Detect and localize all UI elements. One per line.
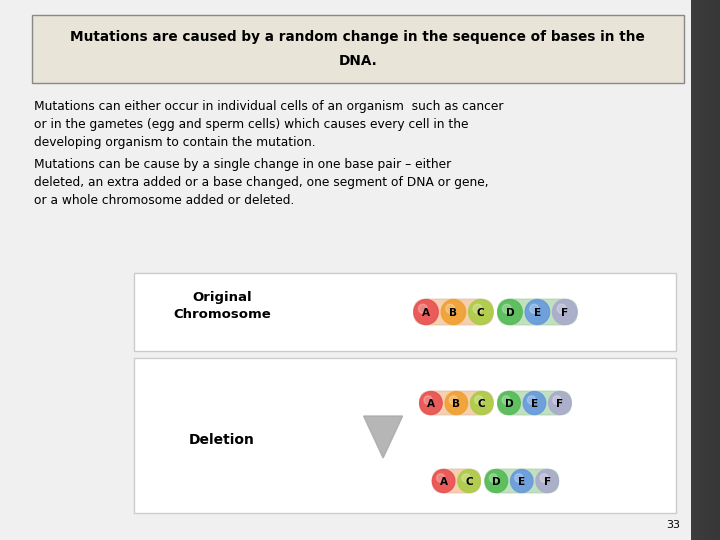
FancyBboxPatch shape xyxy=(696,0,698,540)
FancyBboxPatch shape xyxy=(716,0,717,540)
FancyBboxPatch shape xyxy=(134,358,676,513)
Circle shape xyxy=(523,392,546,415)
Text: B: B xyxy=(452,399,460,409)
Text: F: F xyxy=(544,477,551,487)
Circle shape xyxy=(469,300,493,325)
Circle shape xyxy=(510,469,533,492)
Circle shape xyxy=(420,392,442,415)
Circle shape xyxy=(540,474,549,482)
Text: 33: 33 xyxy=(666,520,680,530)
Circle shape xyxy=(528,396,536,404)
Circle shape xyxy=(462,474,470,482)
FancyBboxPatch shape xyxy=(32,15,684,83)
FancyBboxPatch shape xyxy=(698,0,700,540)
FancyBboxPatch shape xyxy=(711,0,712,540)
Text: E: E xyxy=(534,308,541,318)
Circle shape xyxy=(502,396,510,404)
Circle shape xyxy=(445,392,467,415)
FancyBboxPatch shape xyxy=(692,0,693,540)
FancyBboxPatch shape xyxy=(712,0,714,540)
Text: or in the gametes (egg and sperm cells) which causes every cell in the: or in the gametes (egg and sperm cells) … xyxy=(35,118,469,131)
FancyBboxPatch shape xyxy=(700,0,701,540)
Circle shape xyxy=(530,304,539,313)
FancyBboxPatch shape xyxy=(715,0,716,540)
Circle shape xyxy=(503,304,511,313)
Circle shape xyxy=(552,300,577,325)
Text: B: B xyxy=(449,308,457,318)
FancyBboxPatch shape xyxy=(693,0,695,540)
Circle shape xyxy=(441,300,466,325)
FancyBboxPatch shape xyxy=(690,0,720,540)
FancyBboxPatch shape xyxy=(701,0,703,540)
FancyBboxPatch shape xyxy=(703,0,704,540)
Polygon shape xyxy=(364,416,402,458)
FancyBboxPatch shape xyxy=(704,0,706,540)
FancyBboxPatch shape xyxy=(710,0,711,540)
Circle shape xyxy=(557,304,566,313)
FancyBboxPatch shape xyxy=(708,0,709,540)
Text: C: C xyxy=(477,308,485,318)
Circle shape xyxy=(473,304,482,313)
Circle shape xyxy=(553,396,561,404)
Circle shape xyxy=(458,469,480,492)
Circle shape xyxy=(470,392,493,415)
Text: A: A xyxy=(440,477,448,487)
Circle shape xyxy=(525,300,549,325)
Circle shape xyxy=(424,396,432,404)
FancyBboxPatch shape xyxy=(690,0,692,540)
FancyBboxPatch shape xyxy=(709,0,710,540)
Circle shape xyxy=(449,396,457,404)
Circle shape xyxy=(433,469,455,492)
Text: D: D xyxy=(505,308,514,318)
FancyBboxPatch shape xyxy=(718,0,719,540)
FancyBboxPatch shape xyxy=(432,469,481,493)
Text: Original
Chromosome: Original Chromosome xyxy=(173,291,271,321)
Text: A: A xyxy=(427,399,435,409)
FancyBboxPatch shape xyxy=(717,0,718,540)
Text: Mutations can be cause by a single change in one base pair – either: Mutations can be cause by a single chang… xyxy=(35,158,451,171)
Circle shape xyxy=(536,469,559,492)
Text: DNA.: DNA. xyxy=(338,54,377,68)
Text: deleted, an extra added or a base changed, one segment of DNA or gene,: deleted, an extra added or a base change… xyxy=(35,176,489,189)
FancyBboxPatch shape xyxy=(719,0,720,540)
FancyBboxPatch shape xyxy=(498,391,572,415)
Text: developing organism to contain the mutation.: developing organism to contain the mutat… xyxy=(35,136,316,149)
Circle shape xyxy=(515,474,523,482)
Text: or a whole chromosome added or deleted.: or a whole chromosome added or deleted. xyxy=(35,194,295,207)
Text: D: D xyxy=(505,399,513,409)
Circle shape xyxy=(490,474,498,482)
FancyBboxPatch shape xyxy=(419,391,493,415)
Circle shape xyxy=(418,304,428,313)
Circle shape xyxy=(414,300,438,325)
Circle shape xyxy=(474,396,483,404)
Circle shape xyxy=(436,474,445,482)
Text: Deletion: Deletion xyxy=(189,434,255,448)
Text: Mutations are caused by a random change in the sequence of bases in the: Mutations are caused by a random change … xyxy=(71,30,645,44)
FancyBboxPatch shape xyxy=(714,0,715,540)
FancyBboxPatch shape xyxy=(485,469,559,493)
FancyBboxPatch shape xyxy=(707,0,708,540)
Text: D: D xyxy=(492,477,500,487)
FancyBboxPatch shape xyxy=(413,299,493,325)
Text: E: E xyxy=(518,477,526,487)
FancyBboxPatch shape xyxy=(695,0,696,540)
FancyBboxPatch shape xyxy=(134,273,676,351)
Circle shape xyxy=(446,304,454,313)
Text: F: F xyxy=(557,399,564,409)
Circle shape xyxy=(498,300,522,325)
Text: C: C xyxy=(465,477,473,487)
Text: F: F xyxy=(561,308,568,318)
Circle shape xyxy=(498,392,521,415)
Circle shape xyxy=(485,469,508,492)
Text: A: A xyxy=(422,308,430,318)
FancyBboxPatch shape xyxy=(706,0,707,540)
Text: Mutations can either occur in individual cells of an organism  such as cancer: Mutations can either occur in individual… xyxy=(35,100,504,113)
Text: C: C xyxy=(478,399,485,409)
Circle shape xyxy=(549,392,571,415)
FancyBboxPatch shape xyxy=(498,299,577,325)
Text: E: E xyxy=(531,399,538,409)
